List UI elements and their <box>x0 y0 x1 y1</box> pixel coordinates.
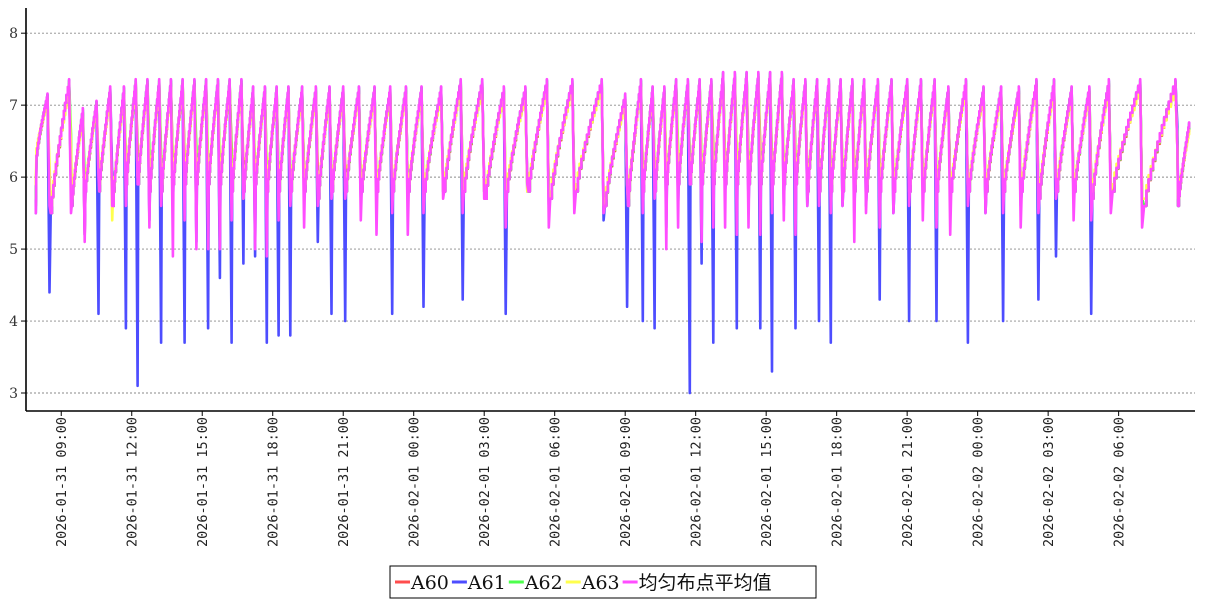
legend: A60 A61 A62 A63 均匀布点平均值 <box>389 565 817 599</box>
x-tick-label: 2026-02-01 06:00 <box>548 417 564 547</box>
x-tick-labels: 2026-01-31 09:00 2026-01-31 12:00 2026-01-… <box>54 411 1128 547</box>
y-tick-label: 4 <box>9 314 18 330</box>
x-tick-label: 2026-02-02 06:00 <box>1112 417 1128 547</box>
x-tick-label: 2026-02-01 18:00 <box>830 417 846 547</box>
axes <box>25 8 1195 412</box>
x-tick-label: 2026-01-31 21:00 <box>336 417 352 547</box>
y-tick-label: 7 <box>9 98 18 114</box>
x-tick-label: 2026-02-02 00:00 <box>971 417 987 547</box>
x-tick-label: 2026-02-01 09:00 <box>618 417 634 547</box>
legend-label: A61 <box>467 572 506 594</box>
x-tick-label: 2026-01-31 18:00 <box>266 417 282 547</box>
y-tick-labels: 3 4 5 6 7 8 <box>9 26 26 402</box>
legend-label: A60 <box>410 572 449 594</box>
y-tick-label: 6 <box>9 170 18 186</box>
series-group <box>34 70 1191 395</box>
series-line-均匀布点平均值 <box>34 70 1191 258</box>
x-tick-label: 2026-01-31 12:00 <box>125 417 141 547</box>
legend-label: 均匀布点平均值 <box>639 572 772 594</box>
x-tick-label: 2026-02-01 21:00 <box>900 417 916 547</box>
x-tick-label: 2026-01-31 15:00 <box>195 417 211 547</box>
x-tick-label: 2026-01-31 09:00 <box>54 417 70 547</box>
x-tick-label: 2026-02-01 12:00 <box>689 417 705 547</box>
x-tick-label: 2026-02-02 03:00 <box>1041 417 1057 547</box>
x-tick-label: 2026-02-01 03:00 <box>477 417 493 547</box>
legend-label: A63 <box>581 572 620 594</box>
legend-label: A62 <box>524 572 563 594</box>
x-tick-label: 2026-02-01 15:00 <box>759 417 775 547</box>
y-tick-label: 5 <box>9 242 18 258</box>
y-tick-label: 3 <box>9 386 18 402</box>
x-tick-label: 2026-02-01 00:00 <box>407 417 423 547</box>
y-tick-label: 8 <box>9 26 18 42</box>
